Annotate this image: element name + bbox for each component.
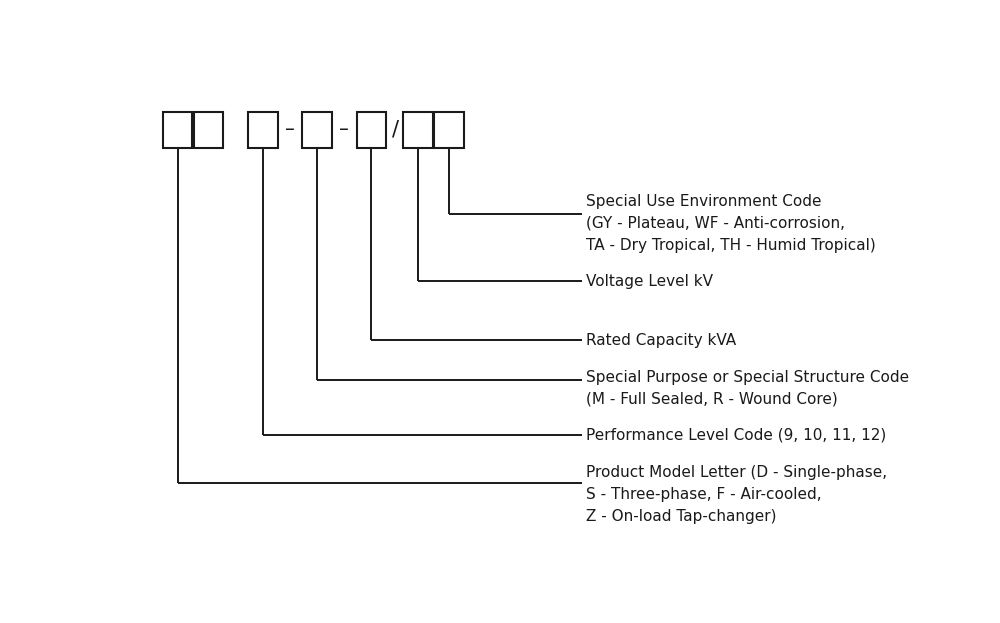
Text: Rated Capacity kVA: Rated Capacity kVA [586,333,736,348]
Text: Special Purpose or Special Structure Code
(M - Full Sealed, R - Wound Core): Special Purpose or Special Structure Cod… [586,369,909,406]
Bar [434,112,464,148]
Bar [357,112,386,148]
Text: Voltage Level kV: Voltage Level kV [586,273,713,288]
Bar [403,112,433,148]
Bar [248,112,278,148]
Text: Performance Level Code (9, 10, 11, 12): Performance Level Code (9, 10, 11, 12) [586,427,886,442]
Text: /: / [392,120,399,140]
Bar [194,112,223,148]
Bar [302,112,332,148]
Text: Special Use Environment Code
(GY - Plateau, WF - Anti-corrosion,
TA - Dry Tropic: Special Use Environment Code (GY - Plate… [586,194,876,252]
Text: –: – [339,120,349,140]
Text: Product Model Letter (D - Single-phase,
S - Three-phase, F - Air-cooled,
Z - On-: Product Model Letter (D - Single-phase, … [586,465,887,523]
Bar [163,112,192,148]
Text: –: – [285,120,295,140]
